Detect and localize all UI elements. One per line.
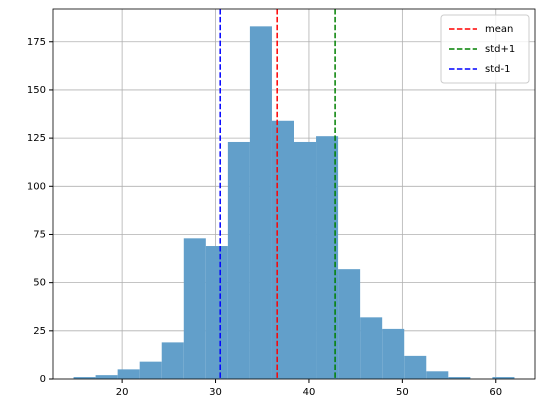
bar — [294, 141, 317, 379]
bar — [492, 377, 515, 379]
bar — [382, 328, 405, 379]
bar — [95, 375, 118, 379]
plot-frame — [52, 8, 536, 380]
bar — [161, 342, 184, 379]
bar — [426, 371, 449, 379]
x-tick-label: 30 — [209, 387, 222, 398]
y-tick-label: 150 — [27, 85, 46, 96]
y-tick-label: 175 — [27, 37, 46, 48]
x-tick-label: 50 — [396, 387, 409, 398]
bar — [117, 369, 140, 379]
x-tick-label: 20 — [116, 387, 129, 398]
bar — [338, 269, 361, 379]
bar — [360, 317, 383, 379]
y-tick-label: 125 — [27, 133, 46, 144]
legend-label: std+1 — [485, 44, 515, 55]
bar — [271, 120, 294, 379]
bar — [139, 361, 162, 379]
bar — [404, 355, 427, 379]
legend-label: std-1 — [485, 64, 510, 75]
x-tick-label: 40 — [303, 387, 316, 398]
legend-box — [440, 14, 530, 84]
bar — [249, 26, 272, 379]
bar — [73, 377, 96, 379]
y-tick-label: 25 — [33, 326, 46, 337]
bar — [227, 141, 250, 379]
bar — [316, 136, 339, 379]
bar — [183, 238, 206, 379]
y-tick-label: 75 — [33, 229, 46, 240]
y-tick-label: 0 — [40, 374, 46, 385]
bar — [205, 246, 228, 379]
legend-label: mean — [485, 24, 513, 35]
y-tick-label: 50 — [33, 278, 46, 289]
y-tick-label: 100 — [27, 181, 46, 192]
legend: mean std+1 std-1 — [440, 14, 530, 84]
x-tick-label: 60 — [489, 387, 502, 398]
bar — [448, 377, 471, 379]
